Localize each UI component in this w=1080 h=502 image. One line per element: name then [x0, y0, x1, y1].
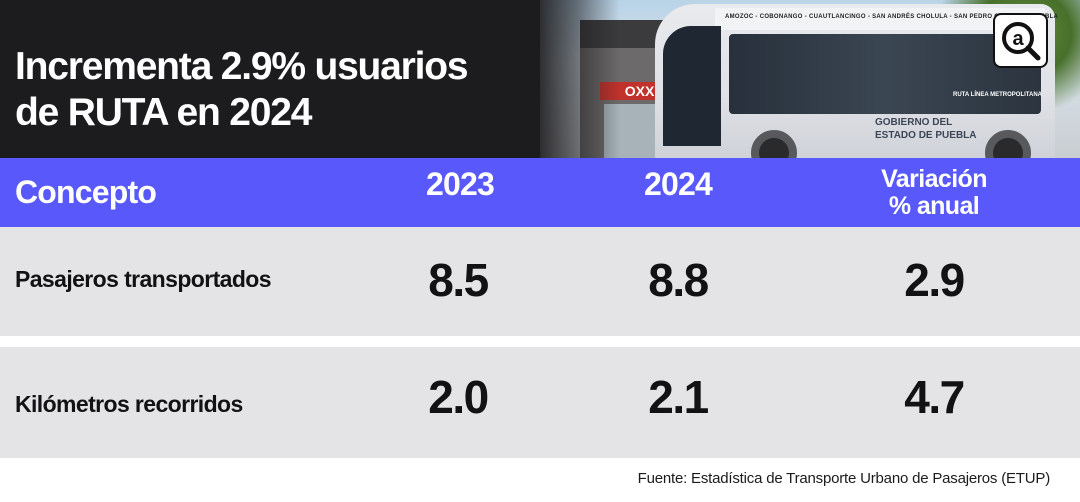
bus-line-label: RUTA LÍNEA METROPOLITANA	[953, 92, 1042, 98]
value-2023: 2.0	[428, 371, 489, 423]
bus-brand-text: GOBIERNO DEL ESTADO DE PUEBLA	[875, 117, 977, 141]
search-a-icon: a	[1001, 21, 1040, 60]
table-row: Kilómetros recorridos 2.0 2.1 4.7	[0, 347, 1080, 458]
bus: AMOZOC - COBONANGO - CUAUTLANCINGO - SAN…	[655, 4, 1059, 158]
bus-route-text: AMOZOC - COBONANGO - CUAUTLANCINGO - SAN…	[725, 14, 1059, 20]
value-2024: 8.8	[648, 254, 709, 306]
bus-windows	[729, 34, 1041, 114]
bus-windshield	[663, 26, 721, 146]
table-header: Concepto 2023 2024 Variación % anual	[0, 158, 1080, 227]
value-variation: 4.7	[904, 371, 965, 423]
table-row: Pasajeros transportados 8.5 8.8 2.9	[0, 227, 1080, 336]
value-2023: 8.5	[428, 254, 489, 306]
row-concept: Kilómetros recorridos	[15, 391, 243, 417]
bus-wheel	[751, 130, 797, 158]
page-title: Incrementa 2.9% usuarios de RUTA en 2024	[15, 45, 469, 134]
header-variacion: Variación % anual	[881, 165, 987, 220]
row-concept: Pasajeros transportados	[15, 266, 272, 292]
value-2024: 2.1	[648, 371, 709, 423]
svg-text:a: a	[1012, 28, 1024, 50]
bus-wheel	[985, 130, 1031, 158]
header-2024: 2024	[644, 166, 713, 202]
bus-photo: OXXO AMOZOC - COBONANGO - CUAUTLANCINGO …	[540, 0, 1080, 158]
header-concepto: Concepto	[15, 174, 157, 210]
header-banner: OXXO AMOZOC - COBONANGO - CUAUTLANCINGO …	[0, 0, 1080, 158]
brand-logo: a	[993, 13, 1048, 68]
source-note: Fuente: Estadística de Transporte Urbano…	[637, 470, 1051, 487]
value-variation: 2.9	[904, 254, 965, 306]
header-2023: 2023	[426, 166, 495, 202]
